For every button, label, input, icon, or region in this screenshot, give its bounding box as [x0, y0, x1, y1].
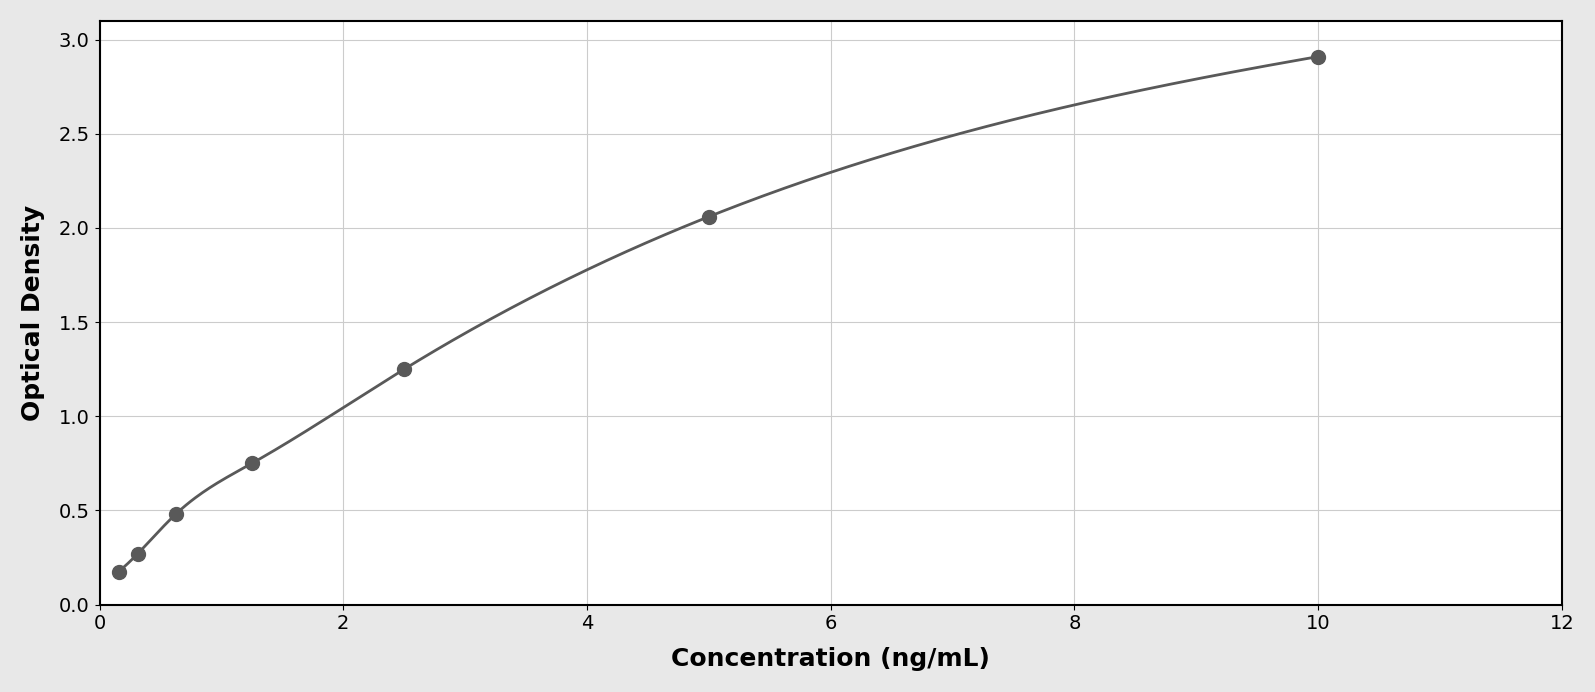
- X-axis label: Concentration (ng/mL): Concentration (ng/mL): [671, 647, 990, 671]
- Point: [163, 509, 188, 520]
- Y-axis label: Optical Density: Optical Density: [21, 205, 45, 421]
- Point: [1305, 51, 1330, 62]
- Point: [695, 211, 721, 222]
- Point: [124, 548, 150, 559]
- Point: [391, 364, 416, 375]
- Point: [105, 566, 131, 577]
- Point: [239, 458, 265, 469]
